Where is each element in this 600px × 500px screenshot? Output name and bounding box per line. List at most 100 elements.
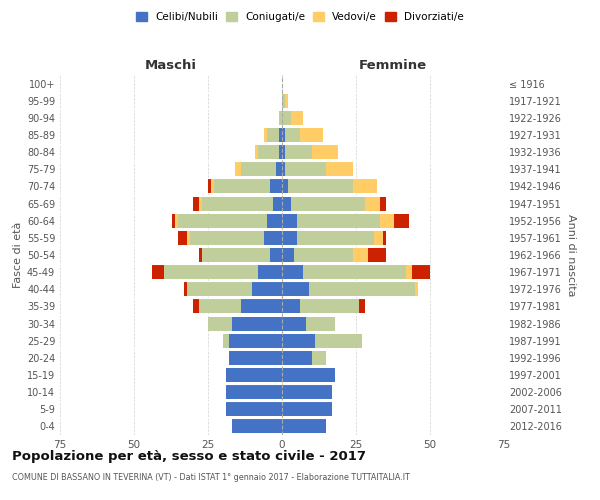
Bar xyxy=(232,316,282,330)
Bar xyxy=(279,145,282,159)
Bar xyxy=(202,196,273,210)
Bar xyxy=(276,162,282,176)
Bar xyxy=(202,248,270,262)
Bar xyxy=(270,248,282,262)
Bar xyxy=(187,282,253,296)
Bar xyxy=(282,111,291,125)
Bar xyxy=(259,265,282,279)
Bar xyxy=(353,180,377,194)
Bar xyxy=(282,420,326,434)
Legend: Celibi/Nubili, Coniugati/e, Vedovi/e, Divorziati/e: Celibi/Nubili, Coniugati/e, Vedovi/e, Di… xyxy=(132,8,468,26)
Bar xyxy=(282,316,305,330)
Bar xyxy=(285,162,326,176)
Bar xyxy=(223,334,229,347)
Bar xyxy=(229,334,282,347)
Bar xyxy=(253,282,282,296)
Bar xyxy=(175,214,178,228)
Bar xyxy=(282,145,285,159)
Bar xyxy=(267,128,279,142)
Bar xyxy=(199,300,241,314)
Bar xyxy=(282,402,332,416)
Bar xyxy=(235,162,241,176)
Bar xyxy=(412,265,430,279)
Bar xyxy=(282,351,311,365)
Bar xyxy=(415,282,418,296)
Bar xyxy=(214,180,270,194)
Bar xyxy=(282,231,297,245)
Bar xyxy=(374,231,383,245)
Bar xyxy=(229,351,282,365)
Bar xyxy=(264,231,282,245)
Bar xyxy=(193,196,199,210)
Bar xyxy=(282,214,297,228)
Bar xyxy=(380,196,386,210)
Bar xyxy=(282,94,285,108)
Bar xyxy=(267,214,282,228)
Bar xyxy=(241,162,276,176)
Bar xyxy=(226,402,282,416)
Bar xyxy=(211,180,214,194)
Bar xyxy=(172,214,175,228)
Bar xyxy=(279,128,282,142)
Bar xyxy=(256,145,259,159)
Bar xyxy=(308,282,415,296)
Bar xyxy=(311,145,338,159)
Bar xyxy=(282,282,308,296)
Bar xyxy=(368,248,386,262)
Bar xyxy=(273,196,282,210)
Bar xyxy=(282,334,314,347)
Bar xyxy=(303,265,406,279)
Bar xyxy=(297,231,374,245)
Text: COMUNE DI BASSANO IN TEVERINA (VT) - Dati ISTAT 1° gennaio 2017 - Elaborazione T: COMUNE DI BASSANO IN TEVERINA (VT) - Dat… xyxy=(12,472,410,482)
Bar xyxy=(199,248,202,262)
Bar xyxy=(305,316,335,330)
Bar xyxy=(285,128,300,142)
Bar xyxy=(285,145,311,159)
Y-axis label: Anni di nascita: Anni di nascita xyxy=(566,214,575,296)
Bar xyxy=(285,94,288,108)
Bar xyxy=(264,128,267,142)
Bar xyxy=(282,180,288,194)
Bar xyxy=(199,196,202,210)
Bar xyxy=(190,231,264,245)
Bar xyxy=(152,265,164,279)
Bar xyxy=(294,248,353,262)
Bar xyxy=(311,351,326,365)
Bar xyxy=(279,111,282,125)
Bar xyxy=(187,231,190,245)
Bar xyxy=(226,368,282,382)
Bar xyxy=(297,214,380,228)
Bar xyxy=(300,128,323,142)
Bar xyxy=(359,300,365,314)
Bar xyxy=(178,231,187,245)
Bar xyxy=(365,196,380,210)
Bar xyxy=(232,420,282,434)
Bar xyxy=(282,248,294,262)
Bar xyxy=(270,180,282,194)
Bar xyxy=(208,180,211,194)
Y-axis label: Fasce di età: Fasce di età xyxy=(13,222,23,288)
Bar xyxy=(226,385,282,399)
Bar xyxy=(208,316,232,330)
Bar xyxy=(193,300,199,314)
Bar xyxy=(291,111,303,125)
Bar xyxy=(353,248,368,262)
Bar xyxy=(380,214,394,228)
Bar xyxy=(282,196,291,210)
Bar xyxy=(241,300,282,314)
Bar xyxy=(282,385,332,399)
Bar xyxy=(326,162,353,176)
Bar xyxy=(184,282,187,296)
Bar xyxy=(288,180,353,194)
Bar xyxy=(282,128,285,142)
Bar xyxy=(314,334,362,347)
Text: Femmine: Femmine xyxy=(359,58,427,71)
Bar xyxy=(164,265,259,279)
Bar xyxy=(178,214,267,228)
Text: Maschi: Maschi xyxy=(145,58,197,71)
Bar xyxy=(259,145,279,159)
Bar xyxy=(300,300,359,314)
Bar xyxy=(282,265,303,279)
Bar xyxy=(291,196,365,210)
Bar xyxy=(282,300,300,314)
